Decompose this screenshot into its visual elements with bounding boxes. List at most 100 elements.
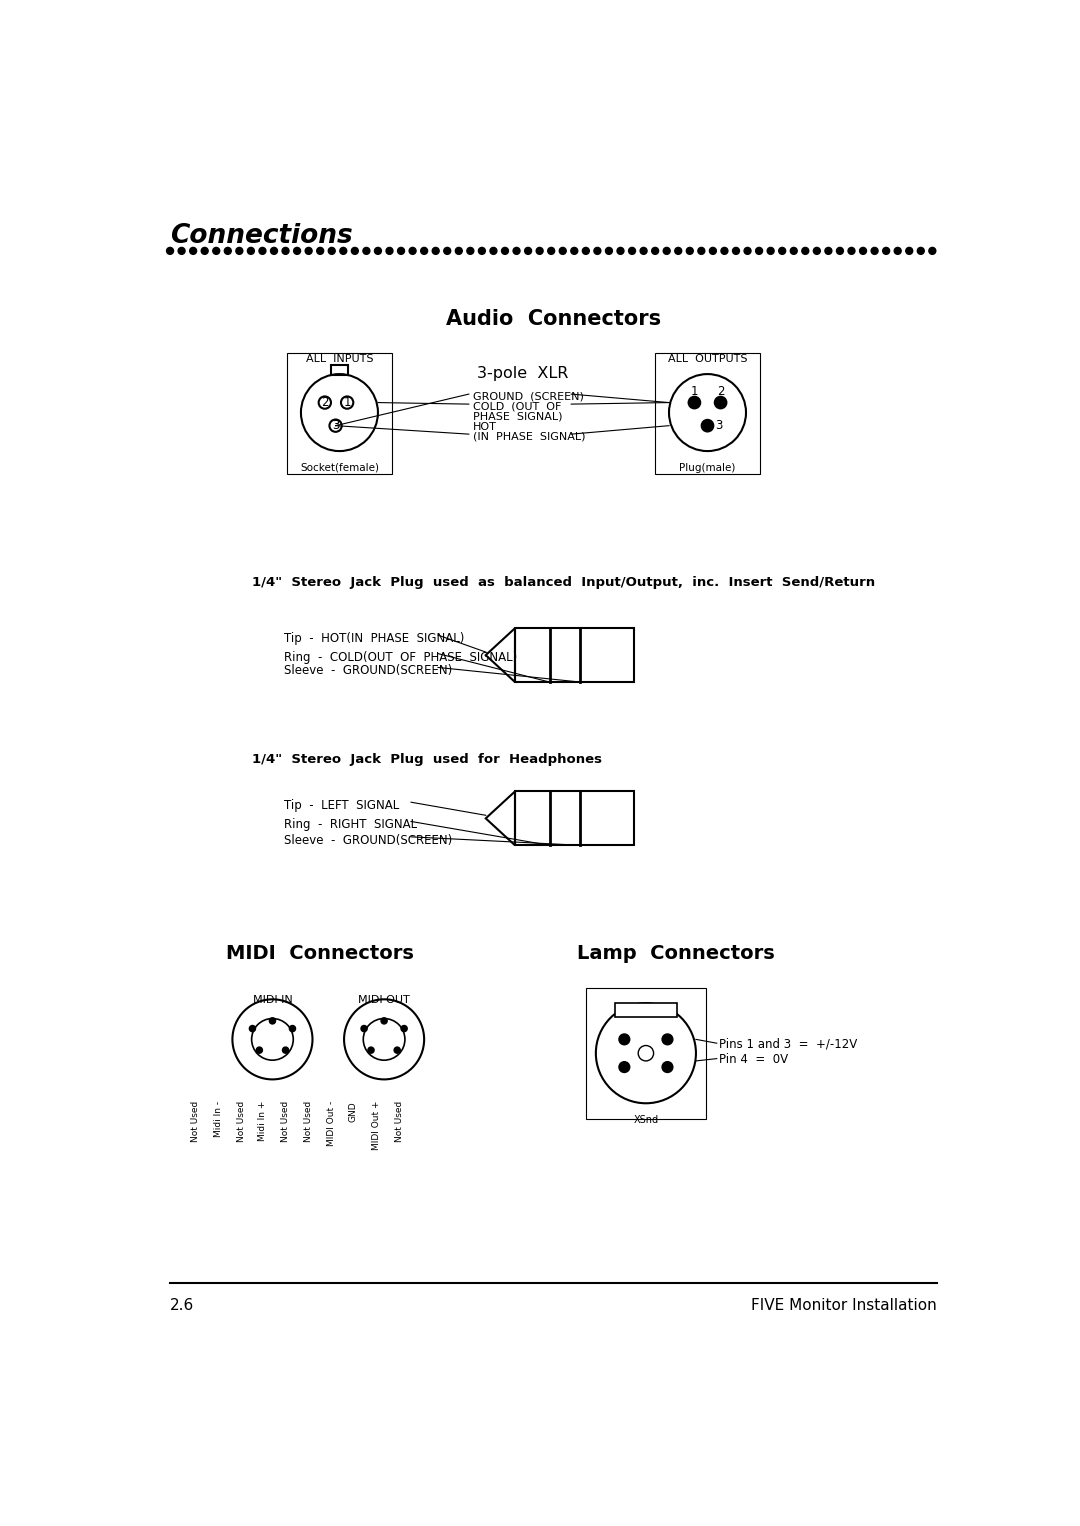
Text: Midi In -: Midi In - — [214, 1100, 224, 1137]
Text: MIDI OUT: MIDI OUT — [359, 995, 410, 1006]
Text: Socket(female): Socket(female) — [300, 462, 379, 473]
Circle shape — [525, 247, 531, 255]
Circle shape — [906, 247, 913, 255]
Circle shape — [294, 247, 300, 255]
Circle shape — [381, 1018, 387, 1024]
Circle shape — [662, 1035, 673, 1045]
Text: Not Used: Not Used — [281, 1100, 291, 1141]
Circle shape — [467, 247, 474, 255]
Text: MIDI Out -: MIDI Out - — [327, 1100, 336, 1146]
Text: Ring  -  RIGHT  SIGNAL: Ring - RIGHT SIGNAL — [284, 818, 417, 832]
Bar — [656, 353, 760, 475]
Bar — [515, 792, 634, 845]
Text: Sleeve  -  GROUND(SCREEN): Sleeve - GROUND(SCREEN) — [284, 833, 453, 847]
Text: HOT: HOT — [473, 421, 497, 432]
Text: ALL  OUTPUTS: ALL OUTPUTS — [667, 354, 747, 365]
Circle shape — [340, 247, 347, 255]
Circle shape — [501, 247, 509, 255]
Circle shape — [688, 397, 701, 409]
Circle shape — [872, 247, 878, 255]
Circle shape — [559, 247, 566, 255]
Text: Audio  Connectors: Audio Connectors — [446, 308, 661, 328]
Text: Sleeve  -  GROUND(SCREEN): Sleeve - GROUND(SCREEN) — [284, 664, 453, 678]
Circle shape — [166, 247, 174, 255]
Circle shape — [235, 247, 243, 255]
Circle shape — [848, 247, 855, 255]
Circle shape — [190, 247, 197, 255]
Circle shape — [837, 247, 843, 255]
Circle shape — [490, 247, 497, 255]
Circle shape — [456, 247, 462, 255]
Circle shape — [282, 247, 289, 255]
Circle shape — [756, 247, 762, 255]
Text: Ring  -  COLD(OUT  OF  PHASE  SIGNAL): Ring - COLD(OUT OF PHASE SIGNAL) — [284, 650, 517, 664]
Text: 2: 2 — [717, 385, 725, 398]
Text: Tip  -  LEFT  SIGNAL: Tip - LEFT SIGNAL — [284, 800, 400, 812]
Circle shape — [409, 247, 416, 255]
Circle shape — [247, 247, 255, 255]
Circle shape — [394, 1047, 401, 1053]
Text: Pin 4  =  0V: Pin 4 = 0V — [719, 1053, 788, 1067]
Circle shape — [651, 247, 659, 255]
Circle shape — [917, 247, 924, 255]
Text: Plug(male): Plug(male) — [679, 462, 735, 473]
Bar — [515, 629, 634, 682]
Circle shape — [213, 247, 219, 255]
Text: Not Used: Not Used — [191, 1100, 200, 1141]
Circle shape — [594, 247, 600, 255]
Text: Lamp  Connectors: Lamp Connectors — [577, 945, 774, 963]
Circle shape — [363, 247, 369, 255]
Circle shape — [444, 247, 450, 255]
Circle shape — [259, 247, 266, 255]
Circle shape — [732, 247, 740, 255]
Text: 3: 3 — [715, 420, 723, 432]
Circle shape — [368, 1047, 374, 1053]
Circle shape — [662, 1062, 673, 1073]
Text: 1/4"  Stereo  Jack  Plug  used  as  balanced  Input/Output,  inc.  Insert  Send/: 1/4" Stereo Jack Plug used as balanced I… — [252, 575, 875, 589]
Circle shape — [582, 247, 590, 255]
Circle shape — [513, 247, 519, 255]
Text: Midi In +: Midi In + — [258, 1100, 267, 1141]
Circle shape — [701, 420, 714, 432]
Circle shape — [686, 247, 693, 255]
Text: MIDI IN: MIDI IN — [253, 995, 293, 1006]
Circle shape — [710, 247, 716, 255]
Circle shape — [698, 247, 705, 255]
Text: FIVE Monitor Installation: FIVE Monitor Installation — [752, 1299, 937, 1312]
Circle shape — [813, 247, 821, 255]
Circle shape — [225, 247, 231, 255]
Text: PHASE  SIGNAL): PHASE SIGNAL) — [473, 412, 563, 421]
Circle shape — [619, 1062, 630, 1073]
Text: Not Used: Not Used — [305, 1100, 313, 1141]
Circle shape — [825, 247, 832, 255]
Text: Pins 1 and 3  =  +/-12V: Pins 1 and 3 = +/-12V — [719, 1038, 858, 1051]
Text: Not Used: Not Used — [238, 1100, 246, 1141]
Circle shape — [779, 247, 785, 255]
Bar — [287, 353, 392, 475]
Circle shape — [767, 247, 774, 255]
Circle shape — [629, 247, 635, 255]
Circle shape — [201, 247, 208, 255]
Circle shape — [306, 247, 312, 255]
Circle shape — [283, 1047, 288, 1053]
Circle shape — [432, 247, 440, 255]
Bar — [330, 365, 348, 375]
Circle shape — [619, 1035, 630, 1045]
Text: COLD  (OUT  OF: COLD (OUT OF — [473, 401, 561, 412]
Circle shape — [256, 1047, 262, 1053]
Circle shape — [791, 247, 797, 255]
Text: MIDI  Connectors: MIDI Connectors — [226, 945, 414, 963]
Circle shape — [397, 247, 405, 255]
Circle shape — [571, 247, 578, 255]
Text: 1: 1 — [343, 397, 351, 409]
Text: GROUND  (SCREEN): GROUND (SCREEN) — [473, 392, 583, 401]
Text: 1/4"  Stereo  Jack  Plug  used  for  Headphones: 1/4" Stereo Jack Plug used for Headphone… — [252, 752, 602, 766]
Circle shape — [617, 247, 624, 255]
Text: (IN  PHASE  SIGNAL): (IN PHASE SIGNAL) — [473, 432, 585, 443]
Text: XSnd: XSnd — [633, 1116, 659, 1125]
Text: Not Used: Not Used — [395, 1100, 404, 1141]
Text: Tip  -  HOT(IN  PHASE  SIGNAL): Tip - HOT(IN PHASE SIGNAL) — [284, 632, 464, 645]
Circle shape — [548, 247, 555, 255]
Circle shape — [882, 247, 890, 255]
Circle shape — [351, 247, 359, 255]
